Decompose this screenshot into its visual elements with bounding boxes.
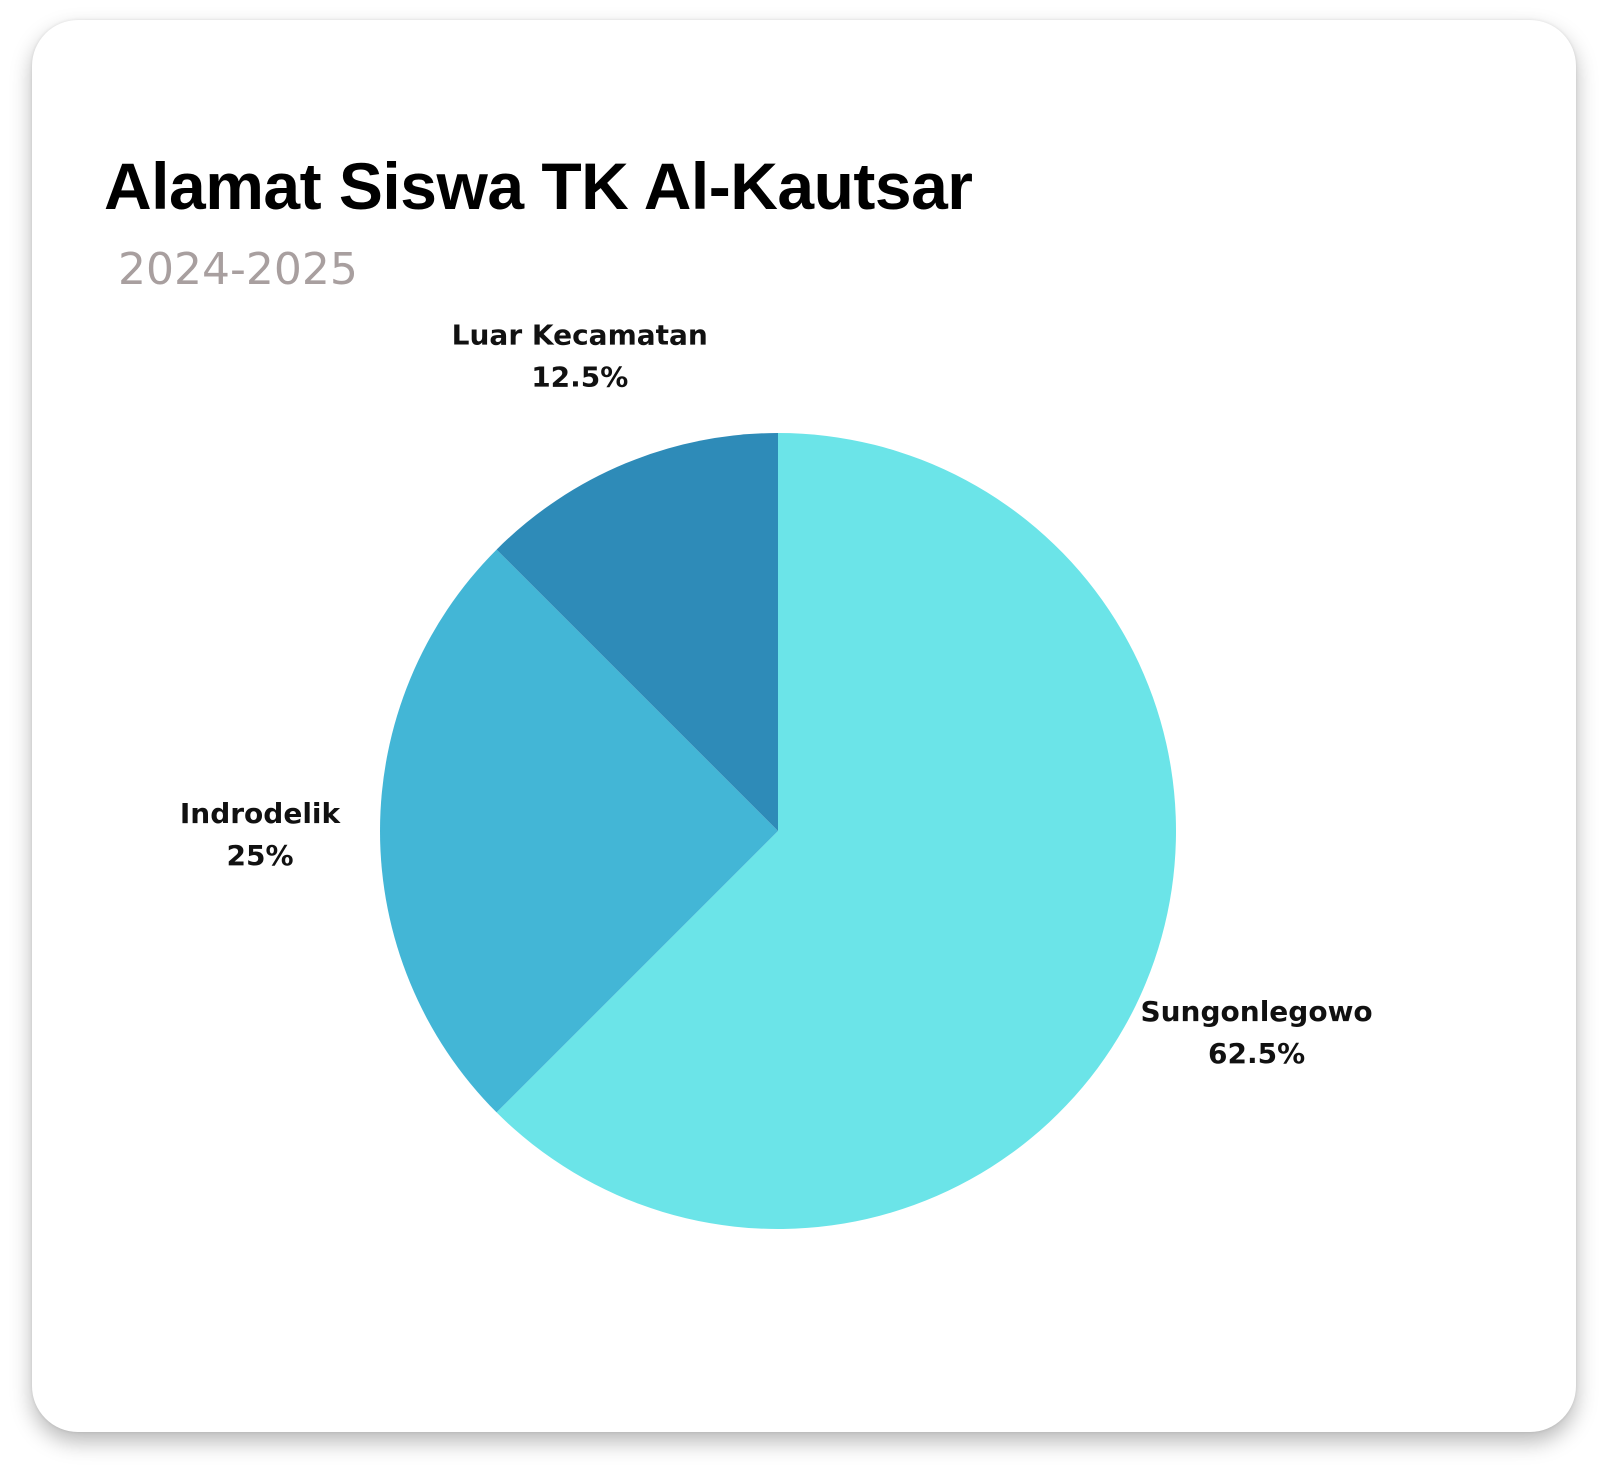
slice-value-label: 62.5% [1208,1037,1305,1070]
slice-label-luar-kecamatan: Luar Kecamatan 12.5% [452,318,708,393]
chart-subtitle: 2024-2025 [118,244,358,295]
chart-title: Alamat Siswa TK Al-Kautsar [104,149,973,223]
slice-category-label: Indrodelik [180,797,342,830]
slice-category-label: Luar Kecamatan [452,318,708,351]
pie-slice-indrodelik [380,549,778,1113]
pie-chart: Sungonlegowo 62.5% Indrodelik 25% Luar Kecam… [180,318,1373,1229]
slice-value-label: 12.5% [531,360,628,393]
chart-card: Alamat Siswa TK Al-Kautsar 2024-2025 Sun… [32,20,1576,1432]
slice-label-indrodelik: Indrodelik 25% [180,797,342,872]
slice-category-label: Sungonlegowo [1140,995,1372,1028]
pie-slice-sungonlegowo [496,433,1176,1229]
slice-label-sungonlegowo: Sungonlegowo 62.5% [1140,995,1372,1070]
pie-slice-luar-kecamatan [496,433,778,831]
slice-value-label: 25% [226,839,293,872]
